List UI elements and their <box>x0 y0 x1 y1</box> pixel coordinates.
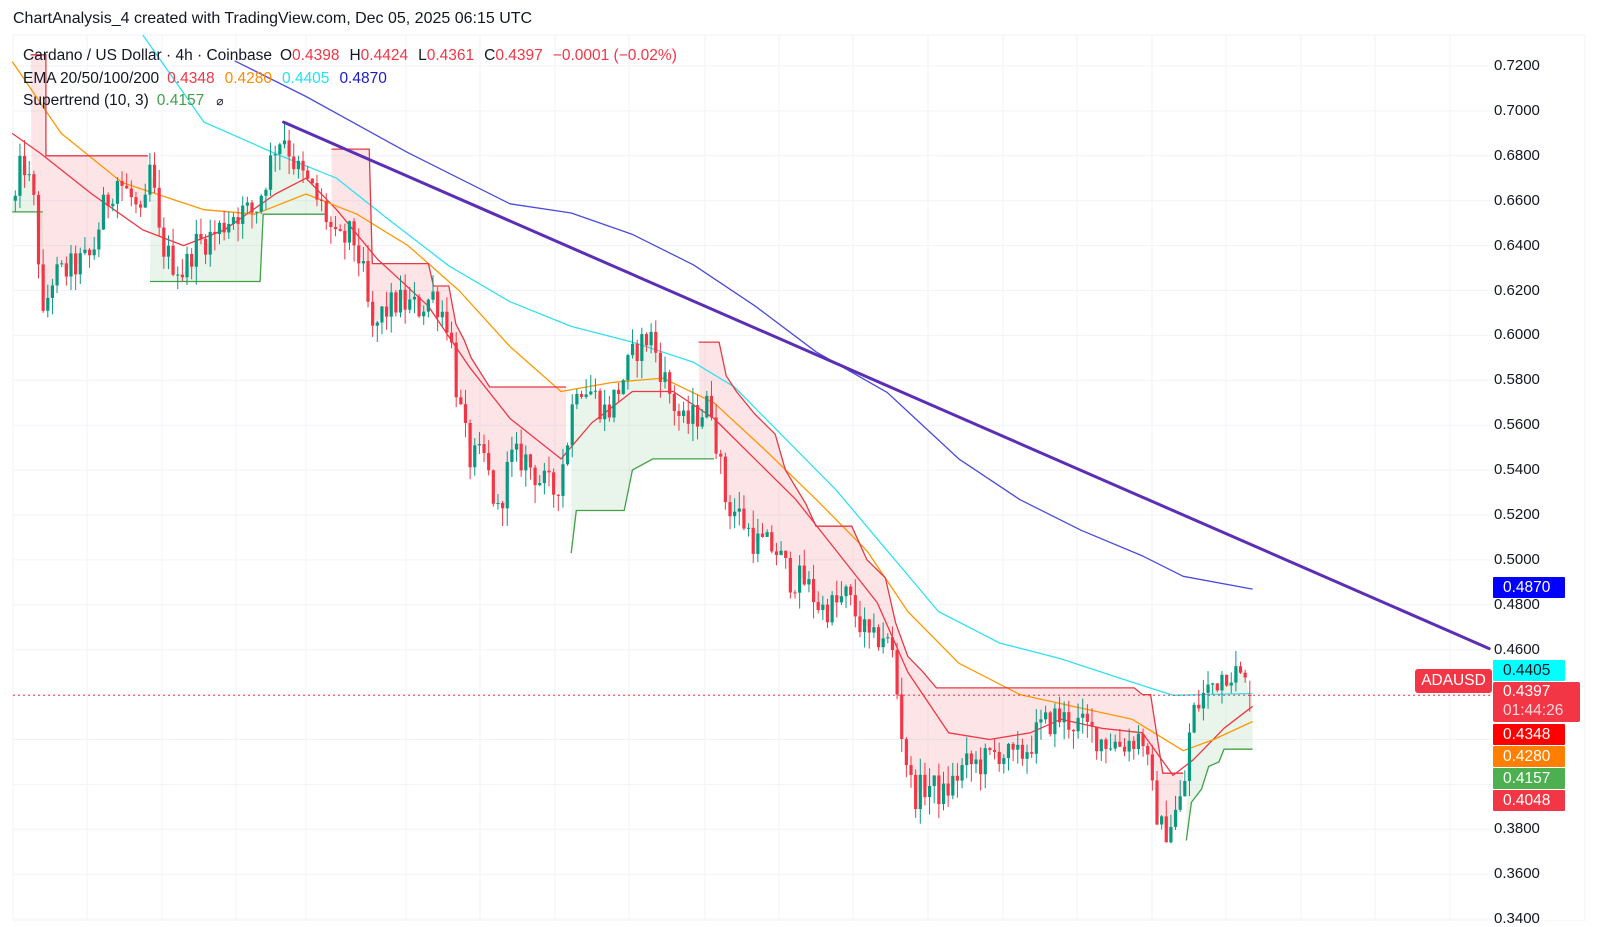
grid-lines <box>12 35 1492 921</box>
symbol-tag: ADAUSD <box>1415 669 1492 693</box>
supertrend-lines <box>12 54 1253 841</box>
chart-legend: Cardano / US Dollar · 4h · Coinbase O 0.… <box>23 45 687 113</box>
price-axis-tick: 0.5800 <box>1494 371 1540 389</box>
ema100-value: 0.4405 <box>282 69 330 87</box>
ema50-price-tag: 0.4280 <box>1493 746 1565 767</box>
ema20-price-tag: 0.4348 <box>1493 724 1565 745</box>
price-axis-tick: 0.5000 <box>1494 550 1540 568</box>
low-value: 0.4361 <box>426 47 475 64</box>
last-price-value: 0.4397 <box>1503 683 1551 700</box>
price-axis-tick: 0.5200 <box>1494 506 1540 523</box>
candlesticks <box>13 122 1252 844</box>
ema200-value: 0.4870 <box>339 69 387 87</box>
price-axis-tick: 0.6600 <box>1494 191 1540 209</box>
price-axis-tick: 0.6800 <box>1494 146 1540 164</box>
legend-supertrend-row[interactable]: Supertrend (10, 3) 0.4157 ⌀ <box>23 90 687 113</box>
price-axis-tick: 0.4800 <box>1494 595 1540 613</box>
ema50-value: 0.4280 <box>224 69 273 87</box>
price-axis-tick: 0.3800 <box>1494 820 1540 838</box>
open-key: O <box>279 47 293 64</box>
legend-symbol-row[interactable]: Cardano / US Dollar · 4h · Coinbase O 0.… <box>23 45 687 68</box>
price-axis-tick: 0.3400 <box>1494 910 1540 927</box>
price-axis-tick: 0.5600 <box>1494 416 1540 434</box>
chart-background <box>12 34 1586 921</box>
price-axis-tick: 0.7200 <box>1494 57 1540 74</box>
price-axis-tick: 0.3600 <box>1494 865 1540 883</box>
close-key: C <box>484 47 496 64</box>
ema20-value: 0.4348 <box>167 69 215 87</box>
supertrend-label: Supertrend (10, 3) <box>23 92 149 109</box>
low-price-tag: 0.4048 <box>1493 790 1565 811</box>
supertrend-value: 0.4157 <box>156 92 205 109</box>
price-axis-tick: 0.6000 <box>1494 326 1540 344</box>
last-price-tag: 0.4397 01:44:26 <box>1493 682 1580 722</box>
legend-ema-row[interactable]: EMA 20/50/100/200 0.4348 0.4280 0.4405 0… <box>23 68 687 91</box>
high-value: 0.4424 <box>360 47 409 64</box>
price-axis-tick: 0.4600 <box>1494 640 1540 658</box>
price-axis-tick: 0.6200 <box>1494 281 1540 299</box>
price-axis-tick: 0.7000 <box>1494 101 1540 119</box>
high-key: H <box>349 47 361 64</box>
ema200-price-tag: 0.4870 <box>1493 577 1565 598</box>
price-axis-tick: 0.5400 <box>1494 461 1540 479</box>
ema-label: EMA 20/50/100/200 <box>23 69 160 87</box>
supertrend-fill <box>12 54 1253 841</box>
downtrend-line[interactable] <box>282 120 1491 651</box>
change-value: −0.0001 (−0.02%) <box>552 47 677 64</box>
close-value: 0.4397 <box>495 47 543 64</box>
low-key: L <box>418 47 427 64</box>
ema100-price-tag: 0.4405 <box>1493 660 1565 681</box>
chart-caption: ChartAnalysis_4 created with TradingView… <box>13 10 533 27</box>
supertrend-price-tag: 0.4157 <box>1493 768 1565 789</box>
bar-countdown: 01:44:26 <box>1503 702 1564 719</box>
visibility-toggle-icon[interactable]: ⌀ <box>216 94 224 108</box>
symbol-title: Cardano / US Dollar · 4h · Coinbase <box>23 47 272 64</box>
open-value: 0.4398 <box>292 47 340 64</box>
price-axis-tick: 0.6400 <box>1494 236 1540 254</box>
